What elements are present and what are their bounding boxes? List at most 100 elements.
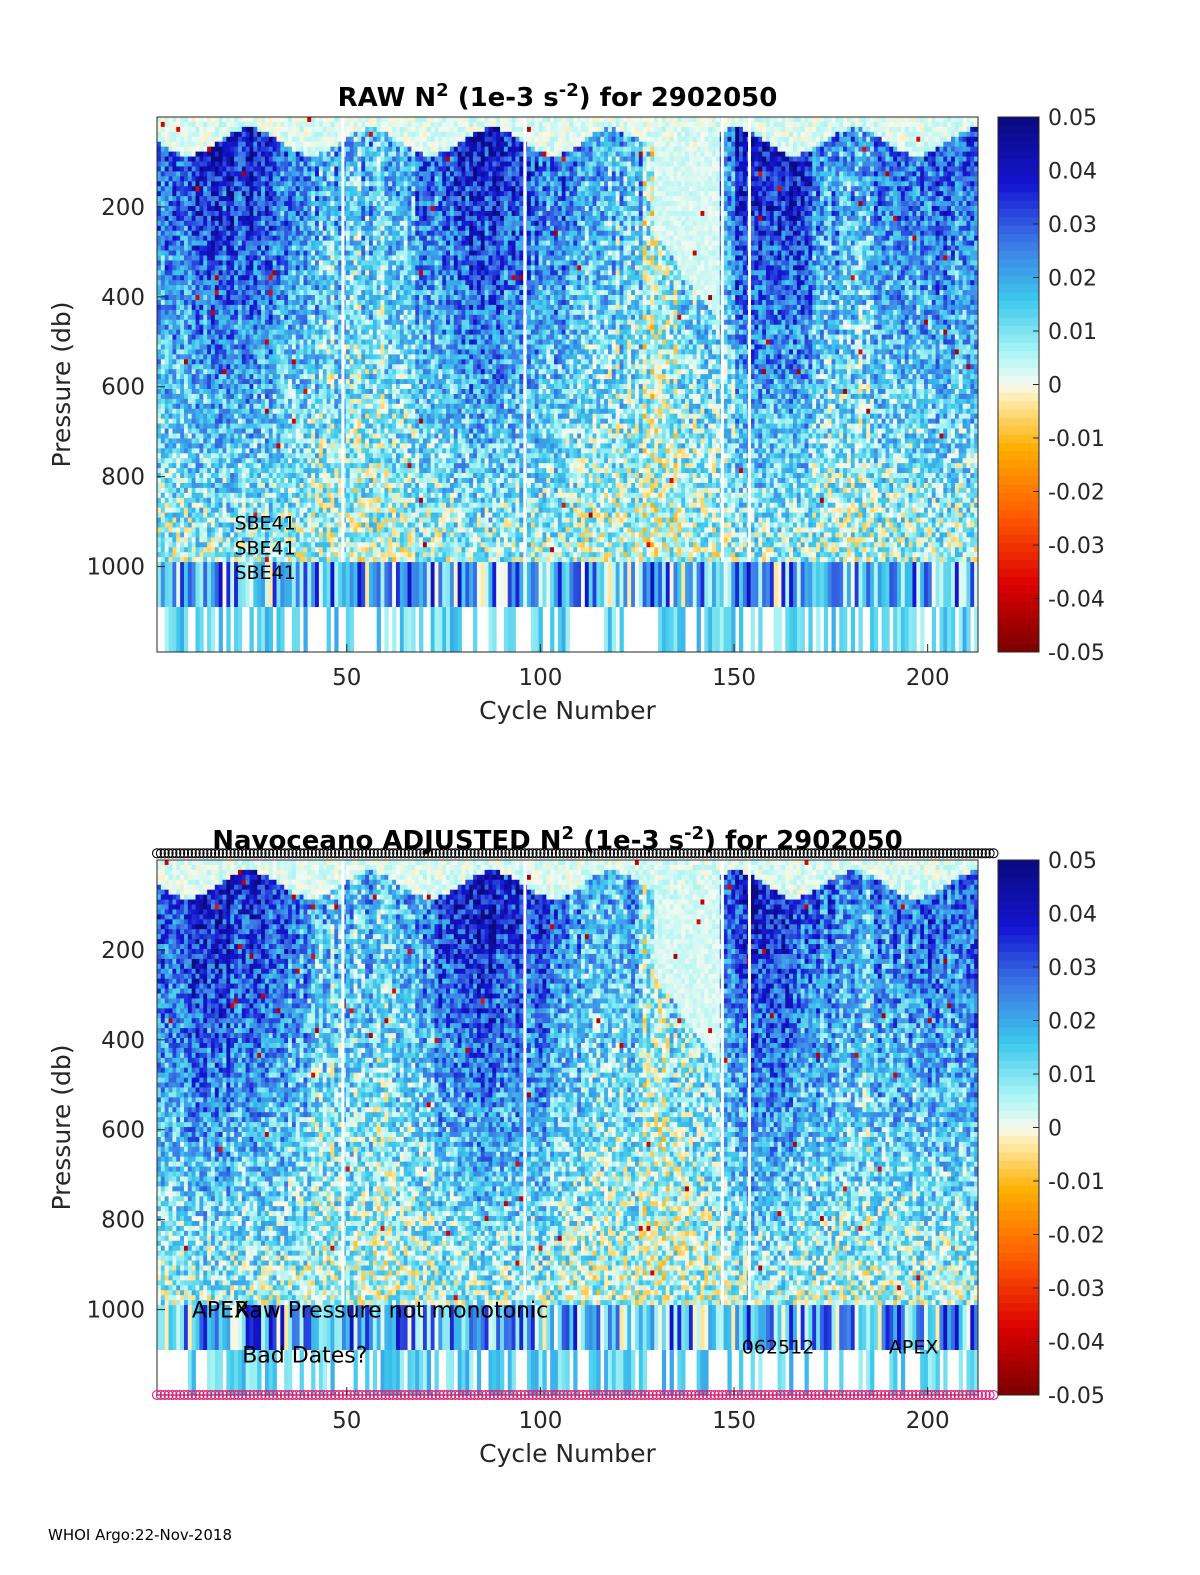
heatmap-cell (781, 215, 786, 222)
heatmap-cell (530, 166, 536, 172)
heatmap-cell (696, 136, 701, 143)
heatmap-cell (877, 166, 883, 172)
heatmap-cell (554, 176, 559, 182)
heatmap-cell (315, 210, 320, 217)
heatmap-cell (245, 196, 250, 202)
heatmap-cell (692, 215, 698, 222)
heatmap-cell (473, 220, 478, 227)
heatmap-cell (168, 151, 173, 157)
heatmap-cell (569, 161, 574, 167)
heatmap-cell (465, 206, 470, 212)
heatmap-cell (488, 117, 493, 123)
heatmap-cell (222, 176, 227, 182)
heatmap-cell (619, 151, 624, 157)
heatmap-cell (627, 206, 632, 212)
heatmap-cell (677, 196, 682, 202)
heatmap-cell (245, 121, 250, 128)
heatmap-cell (399, 141, 405, 148)
heatmap-cell (272, 117, 277, 123)
heatmap-cell (954, 176, 960, 182)
heatmap-cell (311, 191, 316, 197)
heatmap-cell (731, 161, 736, 167)
heatmap-cell (854, 215, 859, 222)
heatmap-cell (157, 166, 162, 172)
heatmap-cell (500, 171, 505, 177)
heatmap-cell (388, 141, 393, 148)
heatmap-cell (210, 121, 216, 128)
heatmap-cell (245, 176, 250, 182)
heatmap-cell (931, 161, 936, 167)
heatmap-cell (434, 131, 439, 138)
heatmap-cell (326, 136, 331, 143)
heatmap-cell (781, 126, 786, 133)
heatmap-cell (496, 220, 501, 227)
heatmap-cell (369, 131, 374, 138)
heatmap-cell (927, 141, 933, 148)
heatmap-cell (727, 146, 732, 153)
heatmap-cell (434, 196, 439, 202)
heatmap-cell (638, 201, 644, 207)
heatmap-cell (484, 201, 489, 207)
heatmap-cell (241, 220, 247, 227)
heatmap-cell (627, 176, 632, 182)
heatmap-cell (264, 196, 270, 202)
heatmap-cell (349, 126, 354, 133)
heatmap-cell (207, 176, 212, 182)
heatmap-cell (530, 121, 536, 128)
heatmap-cell (627, 126, 632, 133)
heatmap-cell (527, 210, 532, 217)
heatmap-cell (792, 121, 798, 128)
heatmap-cell (322, 117, 327, 123)
heatmap-cell (222, 201, 227, 207)
heatmap-cell (646, 201, 651, 207)
heatmap-cell (326, 196, 331, 202)
heatmap-cell (619, 136, 624, 143)
heatmap-cell (288, 206, 293, 212)
heatmap-cell (557, 141, 563, 148)
heatmap-cell (500, 131, 505, 138)
heatmap-cell (191, 210, 196, 217)
heatmap-cell (245, 131, 250, 138)
heatmap-cell (353, 156, 358, 162)
heatmap-cell (808, 201, 813, 207)
heatmap-cell (164, 146, 169, 153)
heatmap-cell (257, 206, 262, 212)
heatmap-cell (330, 171, 335, 177)
heatmap-cell (642, 121, 647, 128)
heatmap-cell (461, 186, 466, 192)
heatmap-cell (473, 215, 478, 222)
heatmap-cell (210, 186, 216, 192)
heatmap-cell (388, 220, 393, 227)
heatmap-cell (750, 161, 755, 167)
heatmap-cell (430, 225, 435, 232)
heatmap-cell (276, 171, 281, 177)
heatmap-cell (596, 126, 601, 133)
heatmap-cell (542, 186, 547, 192)
heatmap-cell (210, 230, 216, 237)
heatmap-cell (862, 201, 867, 207)
heatmap-cell (819, 176, 825, 182)
heatmap-cell (947, 210, 952, 217)
heatmap-cell (766, 131, 771, 138)
heatmap-cell (858, 181, 863, 187)
heatmap-cell (600, 201, 605, 207)
heatmap-cell (550, 131, 555, 138)
heatmap-cell (646, 141, 651, 148)
heatmap-cell (812, 121, 817, 128)
heatmap-cell (812, 220, 817, 227)
heatmap-cell (222, 230, 227, 237)
heatmap-cell (642, 206, 647, 212)
heatmap-cell (769, 201, 775, 207)
heatmap-cell (496, 141, 501, 148)
heatmap-cell (777, 215, 782, 222)
heatmap-cell (742, 225, 748, 232)
heatmap-cell (199, 126, 204, 133)
heatmap-cell (954, 225, 960, 232)
heatmap-cell (492, 210, 497, 217)
heatmap-cell (318, 201, 324, 207)
heatmap-cell (207, 206, 212, 212)
heatmap-cell (349, 146, 354, 153)
heatmap-cell (596, 136, 601, 143)
heatmap-cell (554, 141, 559, 148)
heatmap-cell (268, 141, 274, 148)
